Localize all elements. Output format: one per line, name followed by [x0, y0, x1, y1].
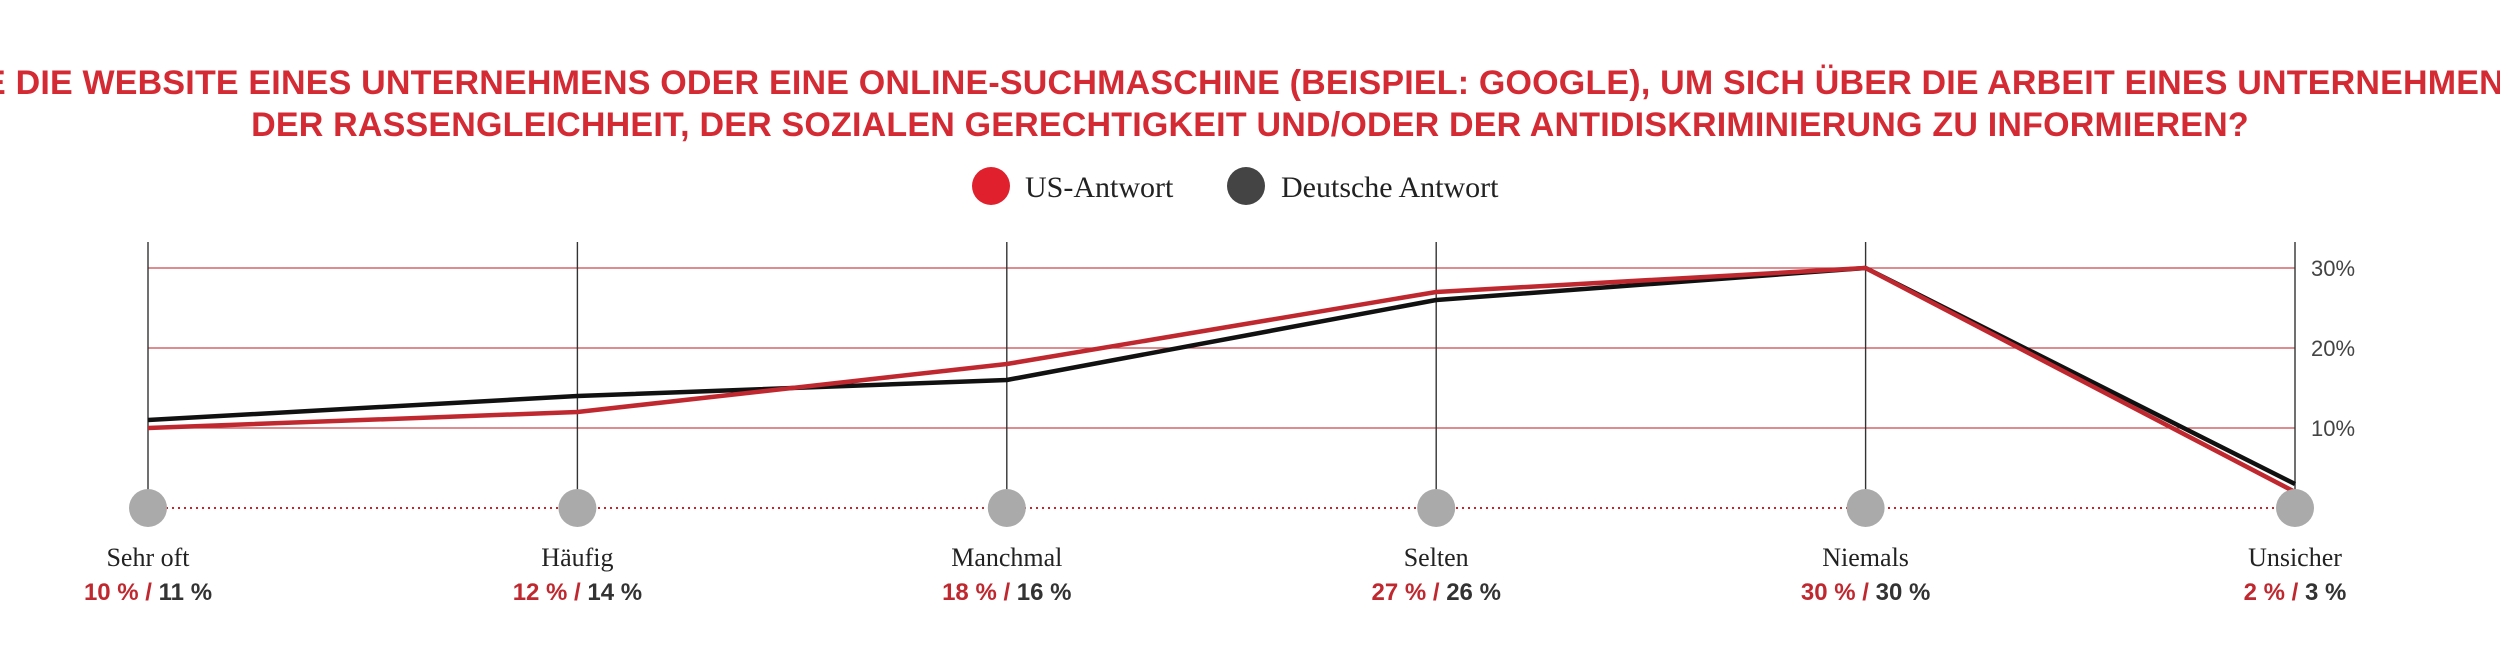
value-separator: /	[139, 579, 159, 606]
y-tick-label-20: 20%	[2311, 336, 2355, 361]
category-marker-unsicher	[2276, 489, 2314, 527]
value-label-sehr-oft: 10 % / 11 %	[84, 579, 212, 606]
y-tick-label-30: 30%	[2311, 256, 2355, 281]
value-label-selten: 27 % / 26 %	[1371, 579, 1500, 606]
category-label-unsicher: Unsicher	[2248, 543, 2342, 572]
legend-label-de: Deutsche Antwort	[1281, 171, 1499, 204]
value-us-unsicher: 2 %	[2244, 579, 2285, 606]
legend-swatch-us	[972, 167, 1010, 205]
legend: US-Antwort Deutsche Antwort	[972, 167, 1499, 205]
value-de-haufig: 14 %	[587, 579, 642, 606]
category-markers	[129, 489, 2314, 527]
series-line-deutsche-antwort	[147, 265, 2297, 487]
category-label-sehr-oft: Sehr oft	[106, 543, 190, 572]
value-label-unsicher: 2 % / 3 %	[2244, 579, 2347, 606]
chart-title-line-1: WIE OFT BESUCHEN SIE DIE WEBSITE EINES U…	[0, 64, 2500, 102]
y-tick-label-10: 10%	[2311, 416, 2355, 441]
series-line-us-antwort	[147, 265, 2297, 494]
legend-label-us: US-Antwort	[1025, 171, 1174, 204]
category-marker-manchmal	[987, 489, 1026, 527]
series-lines	[147, 265, 2297, 494]
category-label-selten: Selten	[1404, 543, 1469, 572]
category-marker-haufig	[558, 489, 597, 527]
category-label-niemals: Niemals	[1822, 543, 1909, 572]
value-de-niemals: 30 %	[1876, 579, 1931, 606]
category-marker-selten	[1417, 489, 1456, 527]
category-marker-niemals	[1846, 489, 1885, 527]
value-separator: /	[1856, 579, 1876, 606]
category-label-manchmal: Manchmal	[951, 543, 1062, 572]
value-separator: /	[2285, 579, 2305, 606]
grid: 10% 20% 30%	[148, 256, 2355, 509]
category-marker-sehr-oft	[129, 489, 167, 527]
value-de-unsicher: 3 %	[2305, 579, 2346, 606]
value-separator: /	[1426, 579, 1446, 606]
value-separator: /	[567, 579, 587, 606]
value-label-manchmal: 18 % / 16 %	[942, 579, 1071, 606]
value-label-haufig: 12 % / 14 %	[513, 579, 642, 606]
value-de-manchmal: 16 %	[1017, 579, 1072, 606]
value-de-sehr-oft: 11 %	[159, 579, 212, 606]
category-label-haufig: Häufig	[541, 543, 613, 572]
value-de-selten: 26 %	[1446, 579, 1501, 606]
value-us-niemals: 30 %	[1801, 579, 1856, 606]
value-label-niemals: 30 % / 30 %	[1801, 579, 1930, 606]
category-axes	[147, 242, 2296, 508]
category-labels: Sehr oft 10 % / 11 % Häufig 12 % / 14 % Manc…	[84, 543, 2346, 606]
value-us-selten: 27 %	[1371, 579, 1426, 606]
value-separator: /	[997, 579, 1017, 606]
chart-title-line-2: DER RASSENGLEICHHEIT, DER SOZIALEN GEREC…	[251, 106, 2249, 144]
value-us-haufig: 12 %	[513, 579, 568, 606]
value-us-sehr-oft: 10 %	[84, 579, 139, 606]
legend-swatch-de	[1227, 167, 1265, 205]
value-us-manchmal: 18 %	[942, 579, 997, 606]
